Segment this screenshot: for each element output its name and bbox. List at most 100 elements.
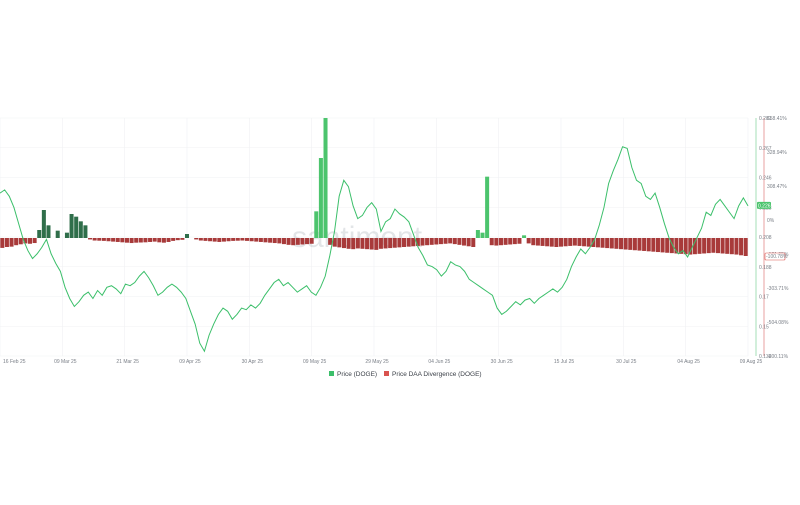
divergence-bar xyxy=(600,238,605,248)
divergence-bar xyxy=(378,238,383,249)
divergence-bar xyxy=(415,238,420,246)
divergence-bar xyxy=(337,238,342,248)
divergence-bar xyxy=(369,238,374,250)
divergence-bar xyxy=(434,238,439,245)
divergence-bar xyxy=(397,238,402,248)
divergence-axis-tick-label: -504.08% xyxy=(767,320,789,326)
divergence-bar xyxy=(706,238,711,254)
divergence-bar xyxy=(221,238,226,242)
divergence-bar xyxy=(157,238,162,243)
divergence-bar xyxy=(655,238,660,253)
divergence-bar xyxy=(14,238,19,246)
divergence-bar xyxy=(194,238,199,240)
divergence-bar xyxy=(203,238,208,241)
x-axis-tick-label: 29 May 25 xyxy=(365,359,389,365)
divergence-bar xyxy=(309,238,314,244)
divergence-bar xyxy=(628,238,633,250)
divergence-bar xyxy=(526,238,531,244)
divergence-bar xyxy=(715,238,720,254)
divergence-bar xyxy=(679,238,684,254)
x-axis-tick-label: 04 Jun 25 xyxy=(428,359,450,365)
axes: 0.2810.2670.2460.2280.2080.1880.170.150.… xyxy=(3,116,789,365)
divergence-bar xyxy=(161,238,166,243)
divergence-bar xyxy=(184,234,190,238)
x-axis-tick-label: 09 Aug 25 xyxy=(740,359,763,365)
divergence-bar xyxy=(120,238,125,243)
price-axis-tick-label: 0.188 xyxy=(759,265,772,271)
divergence-bar xyxy=(18,238,23,245)
divergence-bar xyxy=(494,238,499,246)
divergence-bar xyxy=(4,238,9,247)
divergence-bar xyxy=(517,238,522,244)
legend: Price (DOGE) Price DAA Divergence (DOGE) xyxy=(329,371,482,378)
divergence-bar xyxy=(614,238,619,249)
divergence-bar xyxy=(646,238,651,252)
divergence-bar xyxy=(263,238,268,243)
divergence-bar xyxy=(688,238,693,255)
divergence-bar xyxy=(619,238,624,250)
divergence-bar xyxy=(351,238,356,250)
divergence-bar xyxy=(37,230,42,238)
divergence-bar xyxy=(642,238,647,251)
divergence-bar xyxy=(480,232,485,238)
divergence-bar xyxy=(637,238,642,251)
divergence-bar xyxy=(277,238,282,244)
divergence-bar xyxy=(558,238,564,247)
divergence-bar xyxy=(78,221,83,238)
x-axis-tick-label: 30 Apr 25 xyxy=(242,359,264,365)
current-divergence-label: -100.78% xyxy=(766,254,788,260)
divergence-bar xyxy=(235,238,240,241)
divergence-bar xyxy=(83,225,88,238)
current-price-label: 0.226 xyxy=(758,203,771,209)
divergence-bar xyxy=(9,238,14,247)
divergence-bar xyxy=(692,238,697,255)
price-line-group xyxy=(0,146,749,353)
divergence-bar xyxy=(697,238,702,254)
divergence-bar xyxy=(272,238,277,244)
divergence-bar xyxy=(503,238,508,245)
divergence-bar xyxy=(489,238,494,246)
divergence-bar xyxy=(425,238,430,246)
divergence-bar xyxy=(129,238,134,244)
divergence-bar xyxy=(152,238,157,242)
current-price-badge xyxy=(757,201,771,209)
divergence-bar xyxy=(314,211,319,238)
divergence-bar xyxy=(452,238,457,245)
x-axis-tick-label: 21 Mar 25 xyxy=(116,359,139,365)
divergence-bar xyxy=(443,238,448,244)
divergence-bar xyxy=(554,238,559,247)
divergence-bar xyxy=(208,238,213,242)
divergence-bar xyxy=(702,238,707,254)
divergence-bar xyxy=(124,238,129,243)
x-axis-tick-label: 04 Aug 25 xyxy=(677,359,700,365)
divergence-bar xyxy=(41,210,46,238)
divergence-bar xyxy=(383,238,388,249)
divergence-bar xyxy=(295,238,300,245)
x-axis-tick-label: 30 Jul 25 xyxy=(616,359,637,365)
divergence-bar xyxy=(683,238,688,255)
divergence-bar xyxy=(669,238,674,254)
divergence-bar xyxy=(535,238,540,246)
price-axis-tick-label: 0.17 xyxy=(759,295,769,301)
divergence-bar xyxy=(134,238,139,243)
divergence-bar xyxy=(623,238,628,250)
divergence-bar xyxy=(508,238,513,245)
divergence-bar xyxy=(720,238,725,254)
legend-label-price: Price (DOGE) xyxy=(337,371,377,378)
legend-label-divergence: Price DAA Divergence (DOGE) xyxy=(392,371,482,378)
divergence-bar xyxy=(729,238,734,255)
divergence-bar xyxy=(498,238,503,246)
divergence-bar xyxy=(323,118,328,238)
divergence-bar xyxy=(166,238,171,242)
divergence-bar xyxy=(392,238,397,248)
divergence-bar xyxy=(739,238,744,256)
divergence-bar xyxy=(632,238,637,251)
divergence-bar xyxy=(531,238,536,246)
legend-swatch-divergence xyxy=(384,371,389,376)
divergence-bar xyxy=(46,225,51,238)
price-axis-tick-label: 0.267 xyxy=(759,146,772,152)
divergence-bar xyxy=(595,238,600,248)
divergence-bar xyxy=(328,238,333,245)
